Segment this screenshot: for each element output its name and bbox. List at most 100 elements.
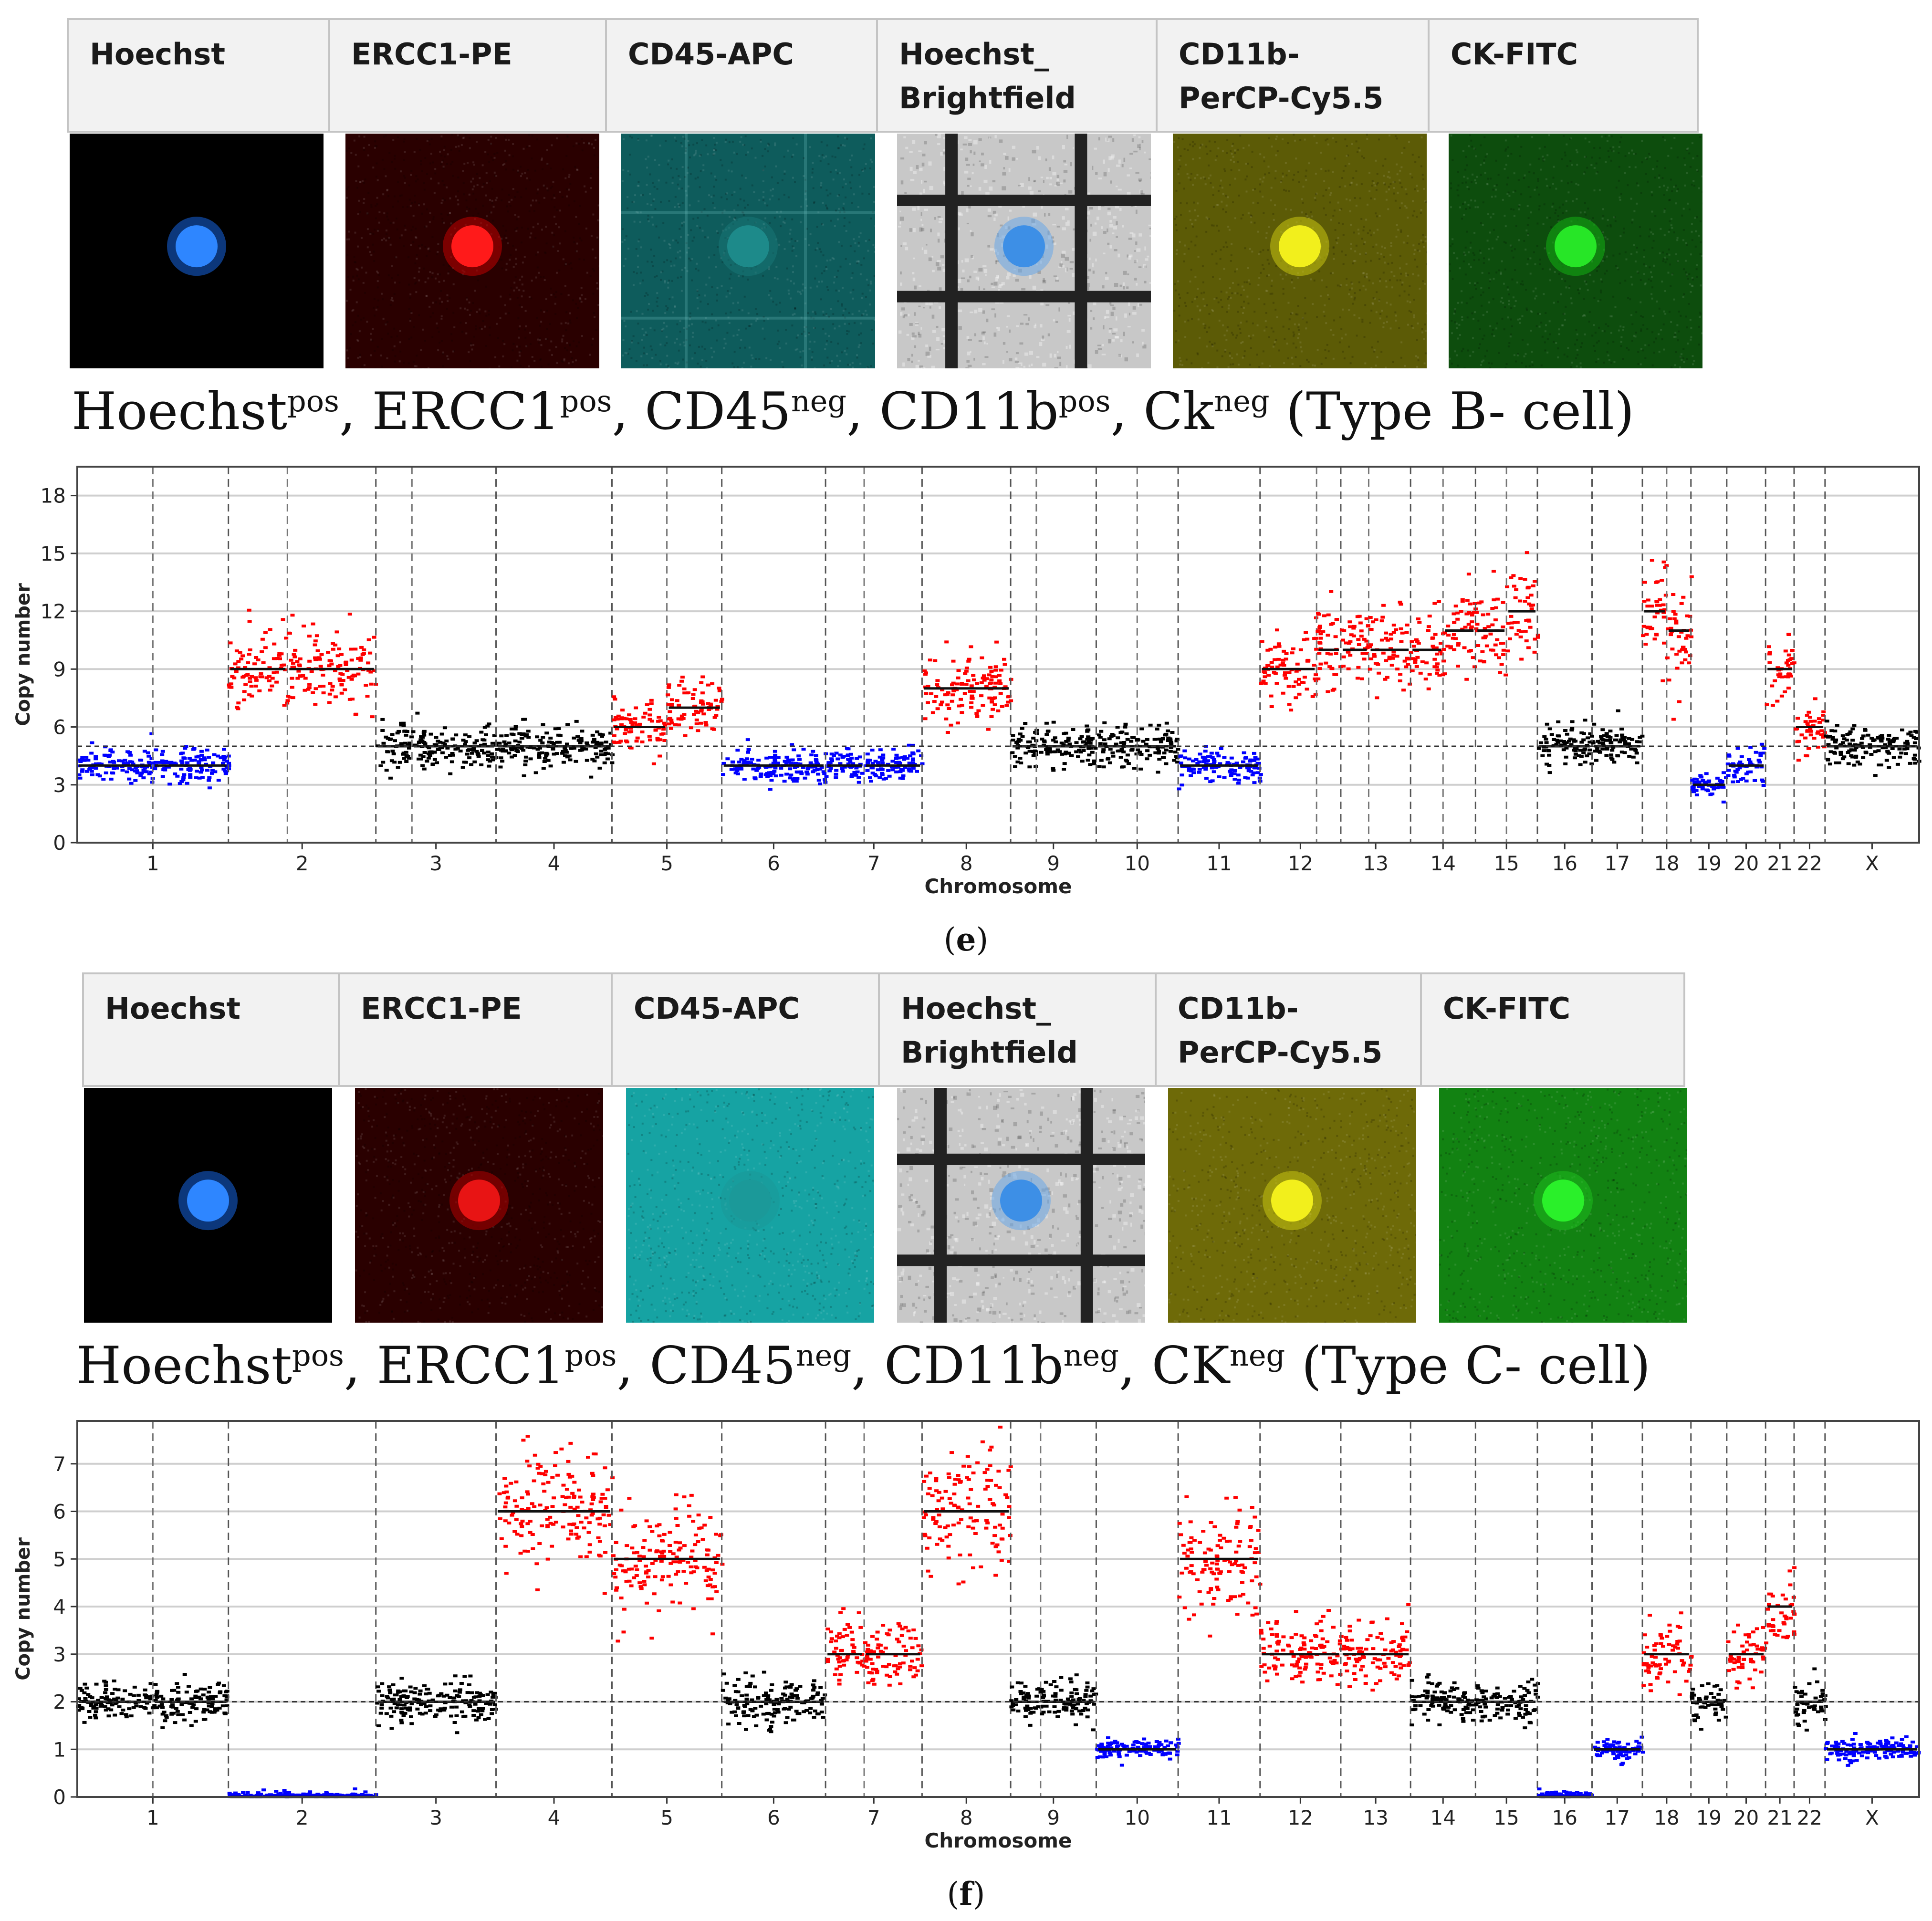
marker-cd45: CD45 <box>645 382 791 441</box>
channel-label: Hoechst <box>105 991 240 1026</box>
cell-nucleus <box>729 1180 771 1222</box>
x-tick-label: 17 <box>1605 852 1630 875</box>
cell-type: (Type B- cell) <box>1285 382 1635 441</box>
channel-image-ercc1-pe <box>345 134 599 368</box>
marker-hoechst-status: pos <box>292 1338 344 1373</box>
channel-header-ercc1-pe: ERCC1-PE <box>338 972 613 1087</box>
x-tick-label: 20 <box>1734 1806 1759 1829</box>
x-tick-label: 2 <box>296 1806 309 1829</box>
channel-header-cd45-apc: CD45-APC <box>605 18 878 133</box>
x-tick-label: 12 <box>1288 852 1313 875</box>
x-tick-label: 4 <box>548 1806 561 1829</box>
channel-image-ck-fitc <box>1439 1088 1687 1323</box>
x-tick-label: 13 <box>1363 1806 1388 1829</box>
marker-ck-status: neg <box>1229 1338 1285 1373</box>
x-tick-label: 22 <box>1797 852 1822 875</box>
y-tick-label: 12 <box>41 600 66 623</box>
y-tick-label: 4 <box>53 1595 66 1618</box>
channel-strip-f: Hoechst ERCC1-PE CD45-APC Hoechst_ Brigh… <box>82 972 1687 1326</box>
y-tick-label: 2 <box>53 1691 66 1714</box>
y-tick-label: 6 <box>53 1500 66 1524</box>
y-tick-label: 3 <box>53 773 66 797</box>
x-axis-label: Chromosome <box>924 1829 1072 1852</box>
channel-header-hoechst-brightfield: Hoechst_ Brightfield <box>878 972 1157 1087</box>
channel-header-hoechst: Hoechst <box>67 18 330 133</box>
channel-image-ercc1-pe <box>355 1088 603 1323</box>
copy-number-points <box>1641 1611 1694 1696</box>
panel-f: Hoechst ERCC1-PE CD45-APC Hoechst_ Brigh… <box>0 954 1932 1921</box>
channel-header-hoechst-brightfield: Hoechst_ Brightfield <box>876 18 1158 133</box>
x-tick-label: 18 <box>1654 1806 1679 1829</box>
x-tick-label: 20 <box>1734 852 1759 875</box>
copy-number-points <box>1410 1673 1479 1727</box>
channel-label: CD45-APC <box>634 991 800 1026</box>
copy-number-points <box>151 1673 230 1729</box>
x-tick-label: 11 <box>1206 852 1232 875</box>
marker-ercc1-status: pos <box>564 1338 617 1373</box>
marker-caption-e: Hoechstpos, ERCC1pos, CD45neg, CD11bpos,… <box>72 382 1635 441</box>
x-tick-label: 22 <box>1797 1806 1822 1829</box>
copy-number-points <box>1177 1495 1263 1638</box>
x-tick-label: 15 <box>1493 852 1519 875</box>
x-tick-label: 5 <box>660 1806 673 1829</box>
marker-ercc1: ERCC1 <box>376 1336 565 1396</box>
copy-number-points <box>1368 600 1413 699</box>
x-tick-label: 7 <box>867 1806 880 1829</box>
x-tick-label: 1 <box>146 1806 159 1829</box>
copy-number-points <box>1316 590 1343 693</box>
marker-ercc1-status: pos <box>560 384 612 418</box>
marker-ercc1: ERCC1 <box>372 382 560 441</box>
x-tick-label: 9 <box>1047 1806 1060 1829</box>
marker-cd45-status: neg <box>795 1338 852 1373</box>
x-tick-label: 6 <box>767 1806 780 1829</box>
x-tick-label: 15 <box>1493 1806 1519 1829</box>
y-tick-label: 9 <box>53 658 66 681</box>
copy-number-points <box>1765 633 1796 707</box>
x-tick-label: 16 <box>1552 852 1577 875</box>
channel-strip-e: Hoechst ERCC1-PE CD45-APC Hoechst_ Brigh… <box>67 18 1702 371</box>
cell-nucleus <box>1555 225 1597 268</box>
channel-label: ERCC1-PE <box>351 37 512 72</box>
x-tick-label: 5 <box>660 852 673 875</box>
cell-nucleus <box>1271 1180 1313 1222</box>
channel-image-cd11b-percp <box>1168 1088 1416 1323</box>
channel-label: Hoechst <box>90 37 225 72</box>
y-tick-label: 5 <box>53 1547 66 1571</box>
channel-label: Hoechst_ Brightfield <box>901 991 1078 1070</box>
y-axis-label: Copy number <box>12 1537 34 1681</box>
x-tick-label: 10 <box>1125 1806 1150 1829</box>
plot-area <box>77 467 1919 843</box>
cell-nucleus <box>1542 1180 1584 1222</box>
y-axis-label: Copy number <box>12 583 34 726</box>
copy-number-points <box>1441 573 1479 681</box>
x-tick-label: 6 <box>767 852 780 875</box>
channel-image-hoechst <box>70 134 324 368</box>
y-tick-label: 6 <box>53 716 66 739</box>
x-tick-label: 21 <box>1767 1806 1792 1829</box>
channel-image-hoechst <box>84 1088 332 1323</box>
marker-hoechst: Hoechst <box>72 382 287 441</box>
copy-number-points <box>1474 570 1510 677</box>
channel-label: CK-FITC <box>1443 991 1571 1026</box>
panel-e: Hoechst ERCC1-PE CD45-APC Hoechst_ Brigh… <box>0 0 1932 958</box>
marker-cd11b-status: neg <box>1063 1338 1119 1373</box>
marker-hoechst-status: pos <box>287 384 339 418</box>
copy-number-points <box>721 738 828 791</box>
cell-nucleus <box>451 225 493 268</box>
y-tick-label: 1 <box>53 1738 66 1761</box>
copy-number-points <box>1726 1623 1769 1690</box>
x-tick-label: X <box>1865 852 1879 875</box>
copy-number-points <box>1177 745 1263 791</box>
x-tick-label: 12 <box>1288 1806 1313 1829</box>
channel-header-ercc1-pe: ERCC1-PE <box>328 18 607 133</box>
x-tick-label: 1 <box>146 852 159 875</box>
marker-cd45-status: neg <box>791 384 847 418</box>
cell-nucleus <box>187 1180 229 1222</box>
x-tick-label: 14 <box>1431 852 1456 875</box>
x-tick-label: 8 <box>960 1806 973 1829</box>
copy-number-points <box>611 1493 725 1643</box>
copy-number-points <box>921 1425 1013 1586</box>
x-tick-label: 4 <box>548 852 561 875</box>
plot-frame <box>76 1420 1920 1798</box>
